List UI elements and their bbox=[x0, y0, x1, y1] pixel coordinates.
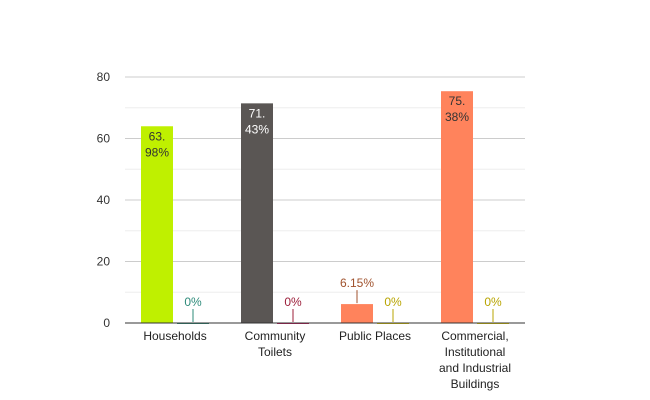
category-label: Community Toilets bbox=[245, 329, 306, 359]
data-label: 0% bbox=[284, 295, 302, 309]
data-label: 71. 43% bbox=[245, 106, 269, 136]
bar bbox=[141, 126, 173, 323]
y-tick-label: 60 bbox=[97, 132, 111, 146]
data-label: 6.15% bbox=[340, 276, 374, 290]
bar bbox=[341, 304, 373, 323]
data-labels: 63. 98% 0% 71. 43% 0% 6.15% 0% 75. 38% 0% bbox=[145, 94, 502, 322]
bar bbox=[241, 103, 273, 323]
bar bbox=[441, 91, 473, 323]
y-tick-label: 20 bbox=[97, 255, 111, 269]
grid-lines bbox=[125, 76, 525, 293]
data-label: 63. 98% bbox=[145, 129, 169, 159]
y-tick-label: 40 bbox=[97, 193, 111, 207]
data-label: 0% bbox=[184, 295, 202, 309]
y-tick-label: 0 bbox=[103, 316, 110, 330]
category-label: Public Places bbox=[339, 329, 411, 343]
category-labels: Households Community Toilets Public Places C… bbox=[143, 329, 511, 391]
category-label: Households bbox=[143, 329, 206, 343]
data-label: 0% bbox=[384, 295, 402, 309]
data-label: 0% bbox=[484, 295, 502, 309]
y-axis-ticks: 0 20 40 60 80 bbox=[97, 70, 111, 330]
y-tick-label: 80 bbox=[97, 70, 111, 84]
bars bbox=[141, 91, 509, 324]
category-label: Commercial, Institutional and Industrial Bu… bbox=[439, 329, 511, 391]
data-label: 75. 38% bbox=[445, 94, 469, 124]
